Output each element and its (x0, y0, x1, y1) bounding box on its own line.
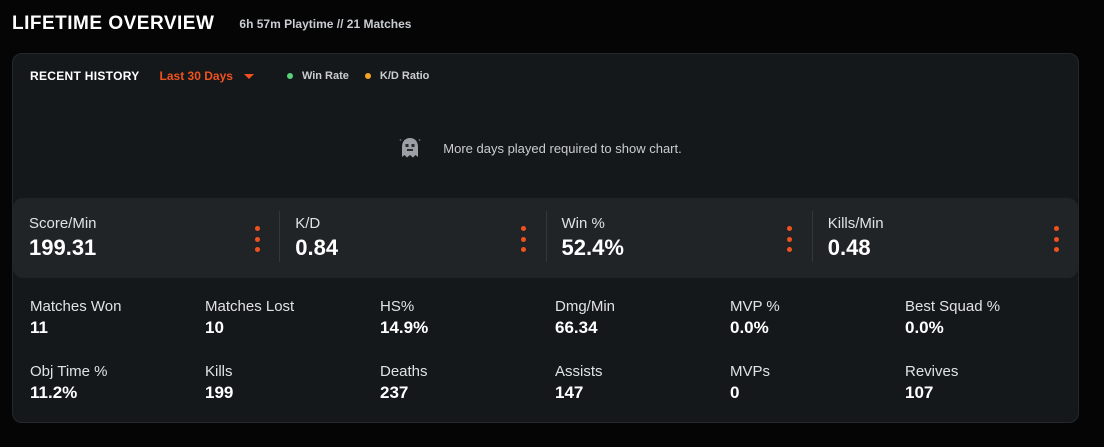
stat-label: Matches Won (30, 298, 122, 315)
stat-label: Deaths (380, 363, 428, 380)
highlight-label: Score/Min (29, 215, 97, 232)
highlight-kd: K/D 0.84 (279, 198, 545, 278)
page-title: LIFETIME OVERVIEW (12, 13, 215, 34)
legend-item-kd-ratio: K/D Ratio (364, 70, 430, 82)
chart-empty-message: More days played required to show chart. (443, 140, 682, 156)
kebab-icon[interactable] (1052, 226, 1060, 252)
stat-revives: Revives 107 (905, 363, 1078, 422)
legend-label: Win Rate (301, 70, 349, 82)
stats-row: Matches Won 11 Matches Lost 10 HS% 14.9%… (30, 298, 1078, 363)
kebab-icon[interactable] (786, 226, 794, 252)
time-range-label: Last 30 Days (159, 69, 233, 83)
stat-value: 199 (205, 383, 234, 402)
stat-value: 14.9% (380, 318, 429, 337)
page-header: LIFETIME OVERVIEW 6h 57m Playtime // 21 … (12, 12, 411, 36)
stat-label: Best Squad % (905, 298, 1001, 315)
stat-value: 0.0% (905, 318, 944, 337)
stat-label: HS% (380, 298, 415, 315)
legend-label: K/D Ratio (379, 70, 430, 82)
stat-value: 11.2% (30, 383, 78, 402)
stat-value: 147 (555, 383, 584, 402)
highlight-win-percent: Win % 52.4% (545, 198, 812, 278)
playtime-summary: 6h 57m Playtime // 21 Matches (239, 17, 412, 31)
stat-label: Matches Lost (205, 298, 295, 315)
stat-label: Kills (205, 363, 233, 380)
stat-deaths: Deaths 237 (380, 363, 555, 422)
recent-history-title: RECENT HISTORY (30, 69, 140, 83)
stat-value: 107 (905, 383, 934, 402)
highlight-value: 52.4% (561, 235, 624, 260)
highlight-label: K/D (295, 215, 321, 232)
stat-label: Dmg/Min (555, 298, 616, 315)
stat-assists: Assists 147 (555, 363, 730, 422)
kebab-icon[interactable] (520, 226, 528, 252)
stat-value: 66.34 (555, 318, 598, 337)
stat-label: MVP % (730, 298, 780, 315)
chevron-down-icon (243, 73, 254, 79)
ghost-icon (399, 138, 421, 158)
stat-label: Assists (555, 363, 603, 380)
recent-history-bar: RECENT HISTORY Last 30 Days Win Rate K/D… (13, 54, 1078, 98)
chart-empty-state: More days played required to show chart. (13, 98, 1078, 198)
highlight-score-per-min: Score/Min 199.31 (13, 198, 279, 278)
legend-dot-icon (364, 73, 371, 79)
stat-matches-lost: Matches Lost 10 (205, 298, 380, 363)
legend-dot-icon (286, 73, 293, 79)
stat-matches-won: Matches Won 11 (30, 298, 205, 363)
highlight-kills-per-min: Kills/Min 0.48 (811, 198, 1078, 278)
stat-value: 10 (205, 318, 224, 337)
stat-dmg-per-min: Dmg/Min 66.34 (555, 298, 730, 363)
stat-best-squad-percent: Best Squad % 0.0% (905, 298, 1078, 363)
stat-hs-percent: HS% 14.9% (380, 298, 555, 363)
stat-label: Obj Time % (30, 363, 108, 380)
highlight-label: Win % (561, 215, 605, 232)
stat-label: MVPs (730, 363, 771, 380)
stat-mvp-percent: MVP % 0.0% (730, 298, 905, 363)
stat-mvps: MVPs 0 (730, 363, 905, 422)
chart-legend: Win Rate K/D Ratio (286, 70, 445, 82)
highlight-value: 0.48 (827, 235, 871, 260)
highlight-value: 0.84 (295, 235, 339, 260)
stats-grid: Matches Won 11 Matches Lost 10 HS% 14.9%… (30, 298, 1078, 422)
legend-item-win-rate: Win Rate (286, 70, 349, 82)
highlight-label: Kills/Min (827, 215, 884, 232)
stat-value: 237 (380, 383, 409, 402)
stat-value: 0.0% (730, 318, 769, 337)
stat-label: Revives (905, 363, 959, 380)
stats-row: Obj Time % 11.2% Kills 199 Deaths 237 As… (30, 363, 1078, 422)
highlight-value: 199.31 (29, 235, 97, 260)
stat-kills: Kills 199 (205, 363, 380, 422)
highlight-stats: Score/Min 199.31 K/D 0.84 Win % 52.4% Ki… (13, 198, 1078, 278)
stat-obj-time-percent: Obj Time % 11.2% (30, 363, 205, 422)
time-range-dropdown[interactable]: Last 30 Days (160, 69, 254, 83)
stat-value: 11 (30, 318, 48, 337)
kebab-icon[interactable] (253, 226, 261, 252)
stat-value: 0 (730, 383, 740, 402)
overview-card: RECENT HISTORY Last 30 Days Win Rate K/D… (12, 53, 1079, 423)
